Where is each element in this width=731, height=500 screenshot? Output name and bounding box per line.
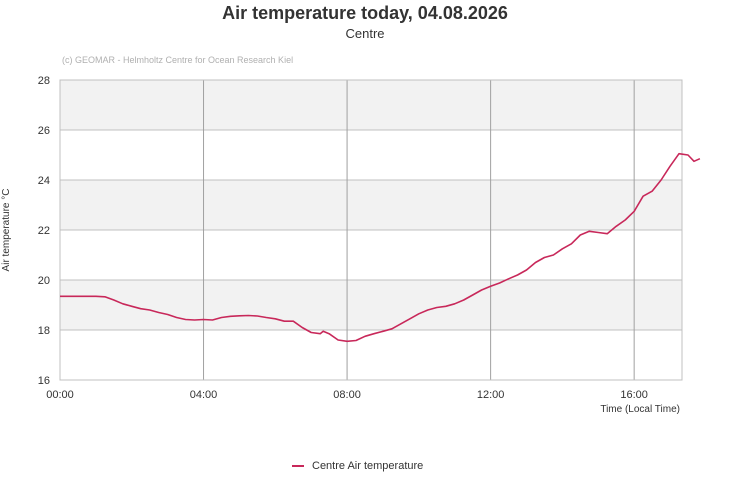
y-tick-label: 20 [38, 275, 50, 287]
y-tick-label: 16 [38, 375, 50, 387]
x-axis-title: Time (Local Time) [600, 404, 680, 415]
y-axis-ticks: 16 18 20 22 24 26 28 [38, 75, 50, 387]
x-tick-label: 16:00 [620, 389, 648, 401]
plot-area-border [59, 79, 683, 381]
y-axis-title: Air temperature °C [1, 189, 12, 272]
x-tick-label: 08:00 [333, 389, 361, 401]
y-tick-label: 28 [38, 75, 50, 87]
plot-band [60, 80, 682, 130]
x-tick-label: 04:00 [190, 389, 218, 401]
x-tick-label: 00:00 [46, 389, 74, 401]
x-axis-ticks: 00:00 04:00 08:00 12:00 16:00 [46, 389, 648, 401]
y-tick-label: 24 [38, 175, 50, 187]
plot-bands [60, 80, 682, 330]
chart-title: Air temperature today, 04.08.2026 [222, 3, 508, 23]
chart-credit: (c) GEOMAR - Helmholtz Centre for Ocean … [62, 55, 293, 65]
y-tick-label: 22 [38, 225, 50, 237]
y-tick-label: 18 [38, 325, 50, 337]
x-tick-label: 12:00 [477, 389, 505, 401]
series-layer [60, 152, 701, 343]
legend[interactable]: Centre Air temperature [292, 460, 423, 472]
plot-band [60, 180, 682, 230]
chart-subtitle: Centre [345, 26, 384, 41]
series-line-centre-air-temperature [60, 152, 701, 343]
legend-label[interactable]: Centre Air temperature [312, 460, 423, 472]
plot-band [60, 280, 682, 330]
y-tick-label: 26 [38, 125, 50, 137]
